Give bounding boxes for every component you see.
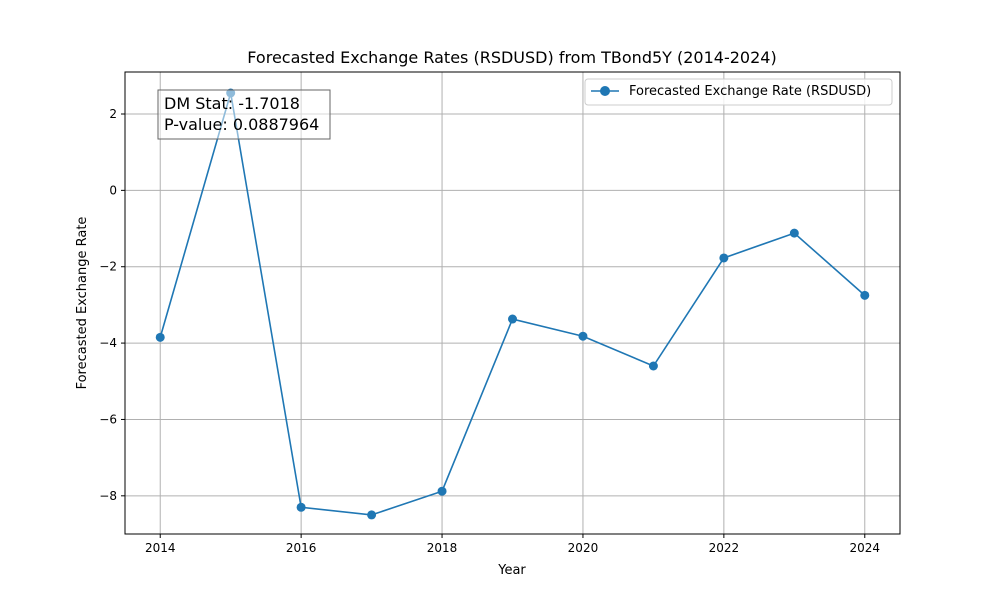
data-point-2024 (860, 290, 870, 300)
x-tick-label: 2022 (709, 541, 740, 555)
data-point-2022 (719, 253, 729, 263)
data-point-2021 (648, 361, 658, 371)
y-tick-label: 0 (109, 183, 117, 197)
x-axis-label: Year (497, 563, 526, 578)
series-line (159, 92, 866, 516)
y-tick-label: −6 (99, 412, 117, 426)
x-tick-label: 2014 (145, 541, 176, 555)
chart-title: Forecasted Exchange Rates (RSDUSD) from … (247, 48, 776, 67)
y-tick-label: −8 (99, 489, 117, 503)
x-tick-label: 2018 (427, 541, 458, 555)
plot-frame (124, 71, 901, 535)
y-tick-label: 2 (109, 107, 117, 121)
y-tick-label: −2 (99, 260, 117, 274)
annotation-dm-stat: DM Stat: -1.7018 (164, 94, 300, 113)
series-group (155, 88, 870, 520)
data-point-2014 (155, 332, 165, 342)
legend-label: Forecasted Exchange Rate (RSDUSD) (629, 84, 871, 99)
legend-box (584, 78, 893, 106)
x-axis-ticks: 2014 2016 2018 2020 2022 2024 (145, 534, 880, 555)
data-point-2023 (789, 228, 799, 238)
legend: Forecasted Exchange Rate (RSDUSD) (584, 78, 893, 106)
x-tick-label: 2016 (286, 541, 317, 555)
x-tick-label: 2024 (849, 541, 880, 555)
legend-marker-swatch (600, 86, 610, 96)
y-axis-label: Forecasted Exchange Rate (75, 217, 90, 390)
annotation-p-value: P-value: 0.0887964 (164, 115, 319, 134)
data-point-2020 (578, 331, 588, 341)
data-point-2019 (508, 314, 517, 324)
y-axis-ticks: −8 −6 −4 −2 0 2 (99, 107, 125, 503)
y-tick-label: −4 (99, 336, 117, 350)
stats-annotation: DM Stat: -1.7018 P-value: 0.0887964 (157, 89, 331, 140)
data-point-2016 (296, 502, 306, 512)
grid-lines (125, 72, 900, 534)
data-point-2017 (367, 510, 377, 520)
data-point-2018 (437, 486, 447, 496)
annotation-box (157, 89, 331, 140)
x-tick-label: 2020 (568, 541, 599, 555)
